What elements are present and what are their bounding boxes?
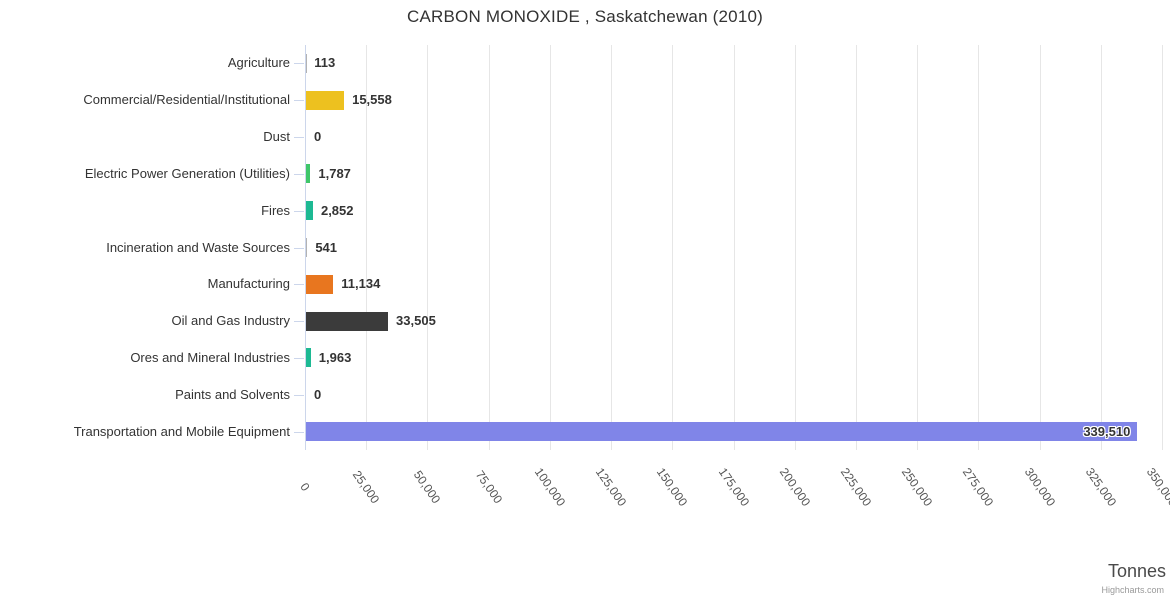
gridline xyxy=(672,45,674,450)
gridline xyxy=(1039,45,1041,450)
x-tick-label: 125,000 xyxy=(592,465,630,509)
category-tick xyxy=(294,173,304,175)
x-tick-label: 225,000 xyxy=(837,465,875,509)
bar[interactable] xyxy=(306,348,311,368)
x-tick-label: 50,000 xyxy=(411,467,444,507)
gridline xyxy=(855,45,857,450)
gridline xyxy=(488,45,490,450)
bar-value-label: 113 xyxy=(314,55,336,71)
category-tick xyxy=(294,394,304,396)
bar-value-label: 33,505 xyxy=(396,313,436,329)
gridline xyxy=(733,45,735,450)
x-tick-label: 0 xyxy=(297,480,313,494)
category-label: Incineration and Waste Sources xyxy=(106,239,290,255)
category-axis-line xyxy=(305,45,306,450)
category-label: Manufacturing xyxy=(207,276,290,292)
x-tick-label: 200,000 xyxy=(776,465,813,509)
bar-value-label: 11,134 xyxy=(341,276,381,292)
category-label: Oil and Gas Industry xyxy=(171,313,291,329)
x-tick-label: 300,000 xyxy=(1021,465,1058,509)
gridline xyxy=(366,45,368,450)
category-label: Fires xyxy=(261,202,290,218)
gridline xyxy=(917,45,919,450)
chart-title: CARBON MONOXIDE , Saskatchewan (2010) xyxy=(406,7,764,26)
x-tick-label: 150,000 xyxy=(654,465,691,509)
category-tick xyxy=(294,210,304,212)
gridline xyxy=(549,45,551,450)
category-label: Dust xyxy=(263,129,290,145)
category-tick xyxy=(294,137,304,139)
gridline xyxy=(978,45,980,450)
highcharts-credit[interactable]: Highcharts.com xyxy=(1101,585,1164,595)
x-tick-label: 250,000 xyxy=(898,465,936,509)
category-label: Agriculture xyxy=(227,55,290,71)
x-tick-label: 75,000 xyxy=(472,467,505,507)
bar-value-label: 0 xyxy=(314,386,322,402)
category-label: Electric Power Generation (Utilities) xyxy=(84,165,290,181)
category-label: Transportation and Mobile Equipment xyxy=(73,423,290,439)
bar-value-label: 339,510 xyxy=(1083,423,1131,439)
category-tick xyxy=(294,321,304,323)
category-label: Commercial/Residential/Institutional xyxy=(83,92,290,108)
category-tick xyxy=(294,100,304,102)
x-tick-label: 350,000 xyxy=(1143,465,1170,509)
category-tick xyxy=(294,63,304,65)
bar[interactable] xyxy=(306,311,389,331)
x-tick-label: 25,000 xyxy=(349,467,383,507)
x-axis-title: Tonnes xyxy=(1107,561,1166,581)
bar-value-label: 541 xyxy=(315,239,338,255)
x-tick-label: 325,000 xyxy=(1082,465,1119,509)
bar-value-label: 15,558 xyxy=(352,92,392,108)
gridline xyxy=(1162,45,1163,450)
bar-value-label: 2,852 xyxy=(320,202,354,218)
category-tick xyxy=(294,247,304,249)
category-tick xyxy=(294,431,304,433)
bar[interactable] xyxy=(306,164,311,184)
bar[interactable] xyxy=(306,274,334,294)
category-tick xyxy=(294,357,304,359)
gridline xyxy=(427,45,429,450)
bar-value-label: 0 xyxy=(314,129,322,145)
bar-value-label: 1,963 xyxy=(318,349,352,365)
gridline xyxy=(794,45,796,450)
x-tick-label: 275,000 xyxy=(960,465,997,509)
category-label: Paints and Solvents xyxy=(175,386,290,402)
x-tick-label: 175,000 xyxy=(715,465,752,509)
bar[interactable] xyxy=(306,238,308,257)
bar-value-label: 1,787 xyxy=(318,165,351,181)
category-tick xyxy=(294,284,304,286)
bar[interactable] xyxy=(306,422,1138,442)
category-label: Ores and Mineral Industries xyxy=(130,349,290,365)
bar[interactable] xyxy=(306,201,313,221)
x-tick-label: 100,000 xyxy=(531,465,569,509)
gridline xyxy=(611,45,613,450)
gridline xyxy=(1100,45,1102,450)
bar[interactable] xyxy=(306,90,345,110)
